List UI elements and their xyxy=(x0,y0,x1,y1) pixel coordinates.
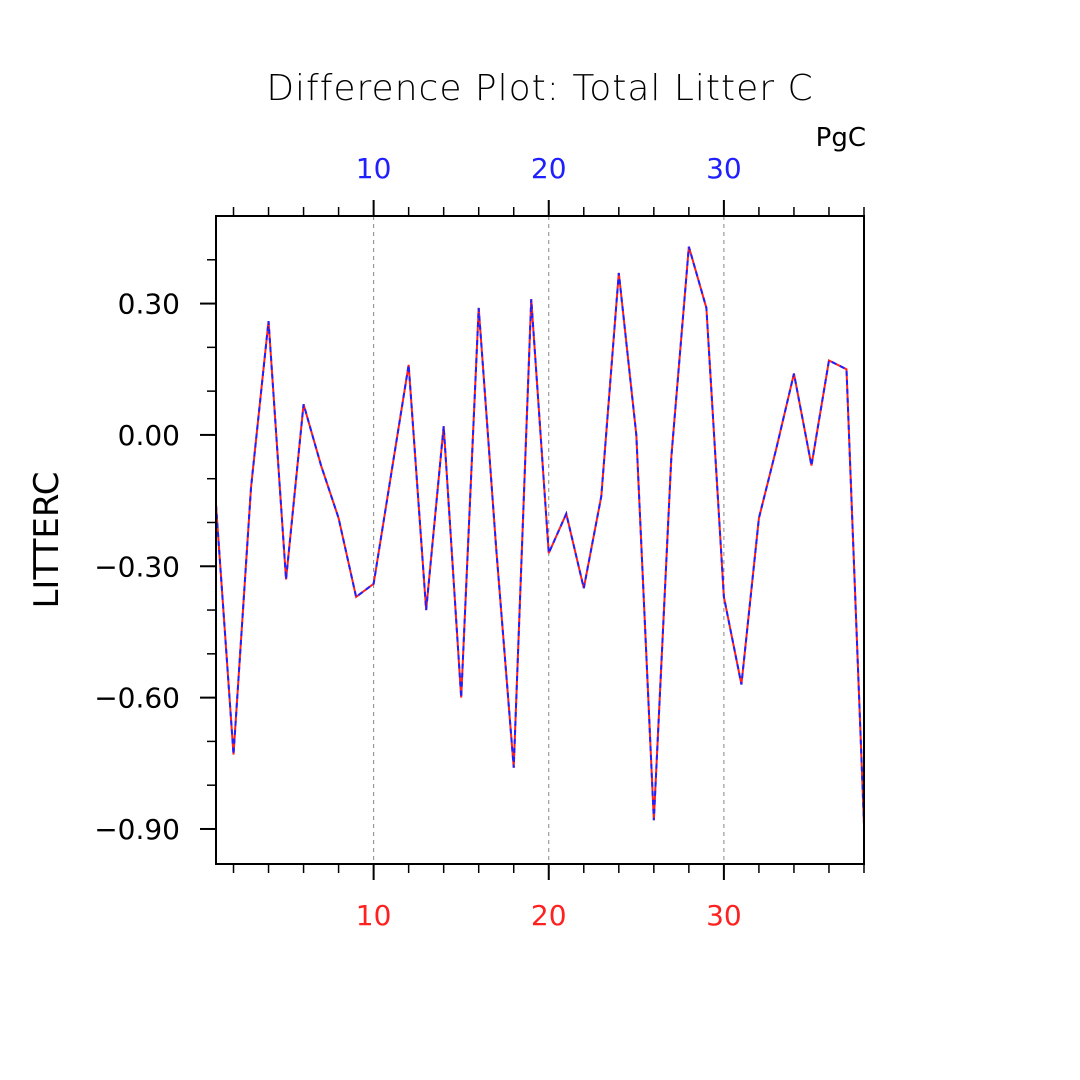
y-tick-label: −0.90 xyxy=(94,813,180,846)
series-lines xyxy=(215,246,865,825)
chart-title: Difference Plot: Total Litter C xyxy=(266,68,813,109)
series-line-1 xyxy=(215,246,865,825)
tick-labels: 0.30 0.00 −0.30 −0.60 −0.90 10 10 20 20 30 30 xyxy=(94,152,742,932)
x-tick-label-top: 10 xyxy=(356,152,392,185)
x-tick-label-bottom: 30 xyxy=(706,899,742,932)
x-tick-label-top: 20 xyxy=(531,152,567,185)
y-tick-label: 0.00 xyxy=(118,419,180,452)
y-tick-label: 0.30 xyxy=(118,288,180,321)
x-tick-label-bottom: 20 xyxy=(531,899,567,932)
y-tick-label: −0.60 xyxy=(94,682,180,715)
axis-ticks xyxy=(200,200,865,880)
x-tick-label-top: 30 xyxy=(706,152,742,185)
units-label: PgC xyxy=(816,123,866,153)
series-line-0 xyxy=(215,246,865,825)
y-tick-label: −0.30 xyxy=(94,550,180,583)
y-axis-label: LITTERC xyxy=(27,471,67,608)
x-tick-label-bottom: 10 xyxy=(356,899,392,932)
plot-frame xyxy=(215,215,865,865)
